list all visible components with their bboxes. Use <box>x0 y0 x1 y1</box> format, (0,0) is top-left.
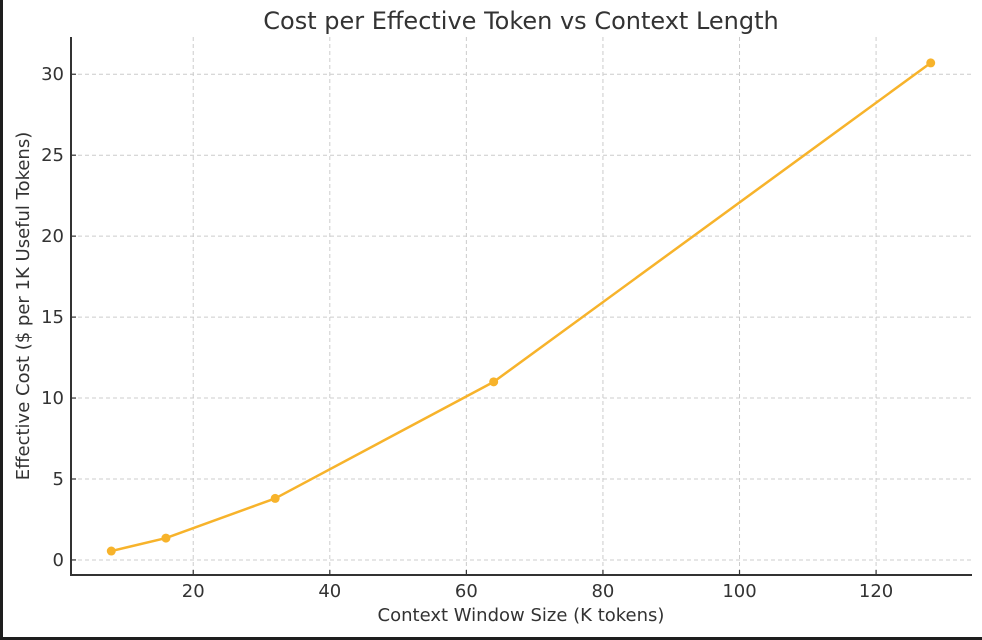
chart-title: Cost per Effective Token vs Context Leng… <box>263 7 779 35</box>
y-tick-label: 30 <box>41 64 64 85</box>
y-tick-label: 25 <box>41 145 64 166</box>
data-point-marker <box>270 493 280 503</box>
x-tick-label: 80 <box>591 581 614 602</box>
data-point-marker <box>489 377 499 387</box>
grid-lines <box>71 37 971 575</box>
axes: 20 40 60 80 100 120 0 5 10 15 20 25 30 <box>41 37 972 602</box>
x-tick-label: 20 <box>182 581 205 602</box>
window-frame-left <box>0 0 3 640</box>
data-point-marker <box>106 546 116 556</box>
y-tick-label: 10 <box>41 388 64 409</box>
y-axis-label: Effective Cost ($ per 1K Useful Tokens) <box>13 132 34 481</box>
y-tick-label: 20 <box>41 226 64 247</box>
data-point-marker <box>161 533 171 543</box>
data-series <box>106 58 936 556</box>
series-line <box>110 61 932 553</box>
y-tick-label: 15 <box>41 307 64 328</box>
x-tick-label: 100 <box>722 581 756 602</box>
data-point-marker <box>926 58 936 68</box>
y-tick-label: 5 <box>53 469 64 490</box>
x-tick-label: 120 <box>859 581 893 602</box>
x-axis-label: Context Window Size (K tokens) <box>378 605 665 626</box>
x-tick-label: 60 <box>455 581 478 602</box>
window-frame-bottom <box>0 637 982 640</box>
y-tick-label: 0 <box>53 550 64 571</box>
x-tick-label: 40 <box>318 581 341 602</box>
